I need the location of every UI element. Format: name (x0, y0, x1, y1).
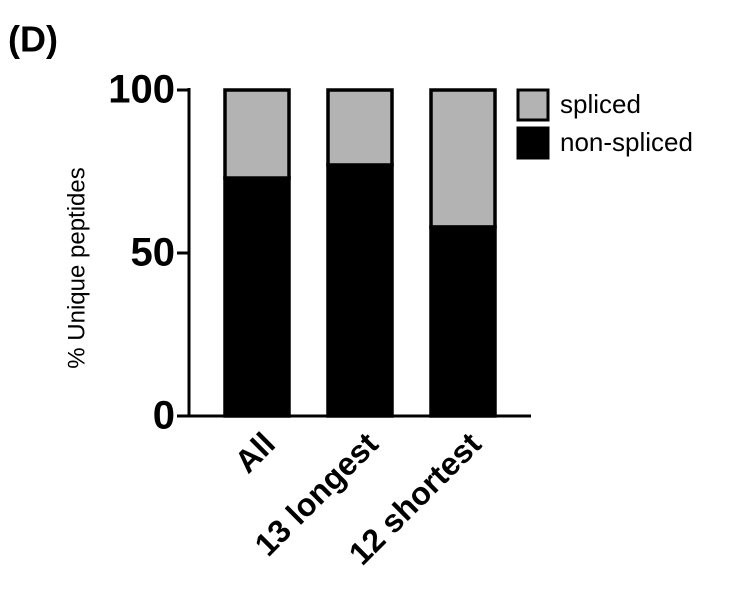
bar-segment (223, 176, 291, 418)
legend-label: non-spliced (560, 127, 693, 157)
panel-label: (D) (8, 19, 58, 60)
y-axis-label: % Unique peptides (63, 167, 90, 368)
legend-label: spliced (560, 89, 641, 119)
bar-segment (326, 88, 394, 167)
bar-segment (326, 163, 394, 418)
bar-segment (223, 88, 291, 180)
y-tick-label: 0 (153, 394, 175, 438)
bar-segment (429, 88, 497, 229)
y-tick-label: 50 (131, 231, 176, 275)
x-tick-label: All (228, 425, 282, 479)
bar-segment (429, 225, 497, 418)
y-tick-label: 100 (108, 68, 175, 112)
legend-swatch (516, 126, 550, 160)
legend-swatch (516, 88, 550, 122)
